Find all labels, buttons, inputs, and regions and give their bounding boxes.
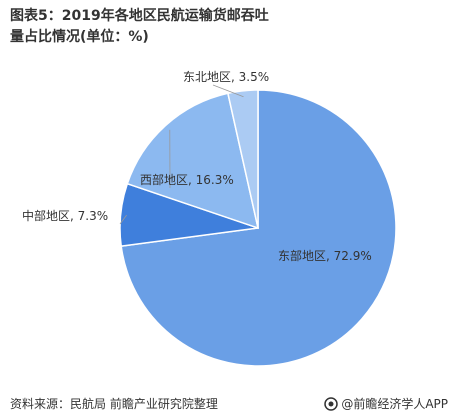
value-label: 3.5% [239, 70, 270, 84]
source: 资料来源：民航局 前瞻产业研究院整理 [10, 397, 218, 411]
category-label: 西部地区 [140, 172, 188, 187]
brand: @前瞻经济学人APP [341, 397, 448, 411]
label-separator: , [70, 209, 78, 223]
brand-icon [324, 396, 339, 411]
pie-slice [126, 92, 260, 230]
value-label: 72.9% [334, 249, 372, 263]
brand-box: @前瞻经济学人APP [324, 395, 448, 412]
label-separator: , [326, 249, 334, 263]
slice-label: 中部地区, 7.3% [22, 208, 108, 223]
leader-line [119, 214, 127, 225]
slice-label: 西部地区, 16.3% [140, 172, 234, 187]
value-label: 7.3% [78, 209, 109, 223]
pie-slice [227, 89, 259, 229]
slice-label: 东北地区, 3.5% [183, 70, 269, 84]
chart-title: 图表5：2019年各地区民航运输货邮吞吐量占比情况(单位：%) [10, 8, 269, 45]
category-label: 东北地区 [183, 70, 231, 84]
value-label: 16.3% [196, 173, 234, 187]
category-label: 中部地区 [22, 208, 70, 223]
slice-label: 东部地区, 72.9% [278, 248, 372, 263]
leader-line [212, 84, 244, 98]
category-label: 东部地区 [278, 248, 326, 263]
label-separator: , [231, 70, 239, 84]
label-separator: , [188, 173, 196, 187]
